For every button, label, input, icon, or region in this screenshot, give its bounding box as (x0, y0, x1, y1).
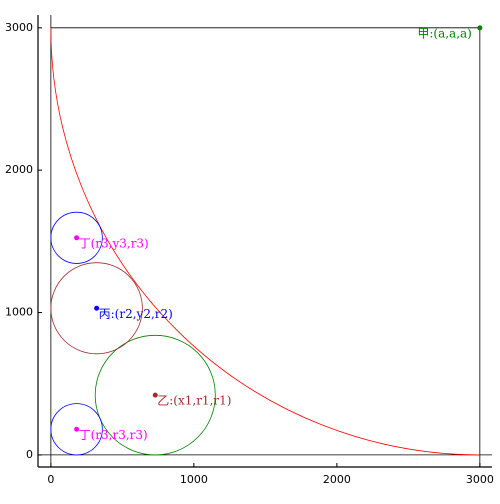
point-label: 丁(r3,y3,r3) (79, 236, 149, 250)
point-label: 乙:(x1,r1,r1) (157, 394, 231, 408)
point-label: 丁(r3,r3,r3) (79, 428, 148, 442)
y-tick-label: 0 (26, 448, 33, 461)
x-tick-label: 0 (47, 473, 54, 486)
arc (50, 27, 480, 456)
y-tick-label: 1000 (5, 306, 33, 319)
point-label: 甲:(a,a,a) (417, 26, 472, 40)
point-label: 丙:(r2,y2,r2) (99, 307, 173, 321)
circle (50, 403, 103, 456)
y-tick-label: 3000 (5, 21, 33, 34)
x-tick-label: 2000 (323, 473, 351, 486)
point (477, 25, 483, 31)
x-tick-label: 1000 (180, 473, 208, 486)
y-tick-label: 2000 (5, 163, 33, 176)
circle (94, 334, 216, 456)
x-tick-label: 3000 (466, 473, 494, 486)
point (74, 235, 80, 241)
point (94, 305, 100, 311)
point (74, 426, 80, 432)
circle (50, 211, 103, 264)
circle (50, 262, 143, 355)
point (152, 392, 158, 398)
